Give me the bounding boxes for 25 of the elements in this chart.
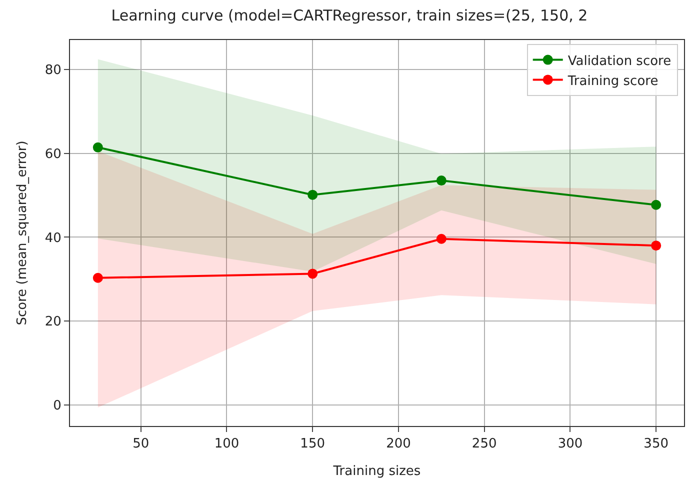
chart-title: Learning curve (model=CARTRegressor, train sizes=(25, 150, 2 [111, 6, 588, 24]
x-axis-title: Training sizes [332, 464, 421, 480]
legend-label: Training score [566, 74, 658, 89]
point [436, 234, 446, 244]
x-tick-label: 350 [644, 436, 669, 452]
x-tick-label: 250 [472, 436, 497, 452]
point [92, 272, 103, 283]
y-tick-label: 0 [53, 398, 62, 414]
y-axis-title: Score (mean_squared_error) [14, 140, 30, 326]
x-tick-label: 200 [386, 436, 411, 452]
x-tick-label: 150 [300, 436, 326, 452]
y-tick-label: 40 [44, 230, 62, 246]
point [651, 200, 662, 210]
legend-label: Validation score [568, 54, 672, 69]
point [92, 142, 103, 152]
y-tick-label: 20 [44, 314, 62, 330]
x-tick-label: 300 [558, 436, 583, 452]
point [436, 176, 446, 186]
x-tick-label: 50 [132, 436, 150, 452]
point [308, 190, 318, 200]
point [308, 268, 318, 279]
x-tick-label: 100 [214, 436, 240, 452]
y-tick-label: 60 [44, 146, 62, 162]
point [651, 240, 662, 251]
y-tick-label: 80 [44, 62, 62, 78]
